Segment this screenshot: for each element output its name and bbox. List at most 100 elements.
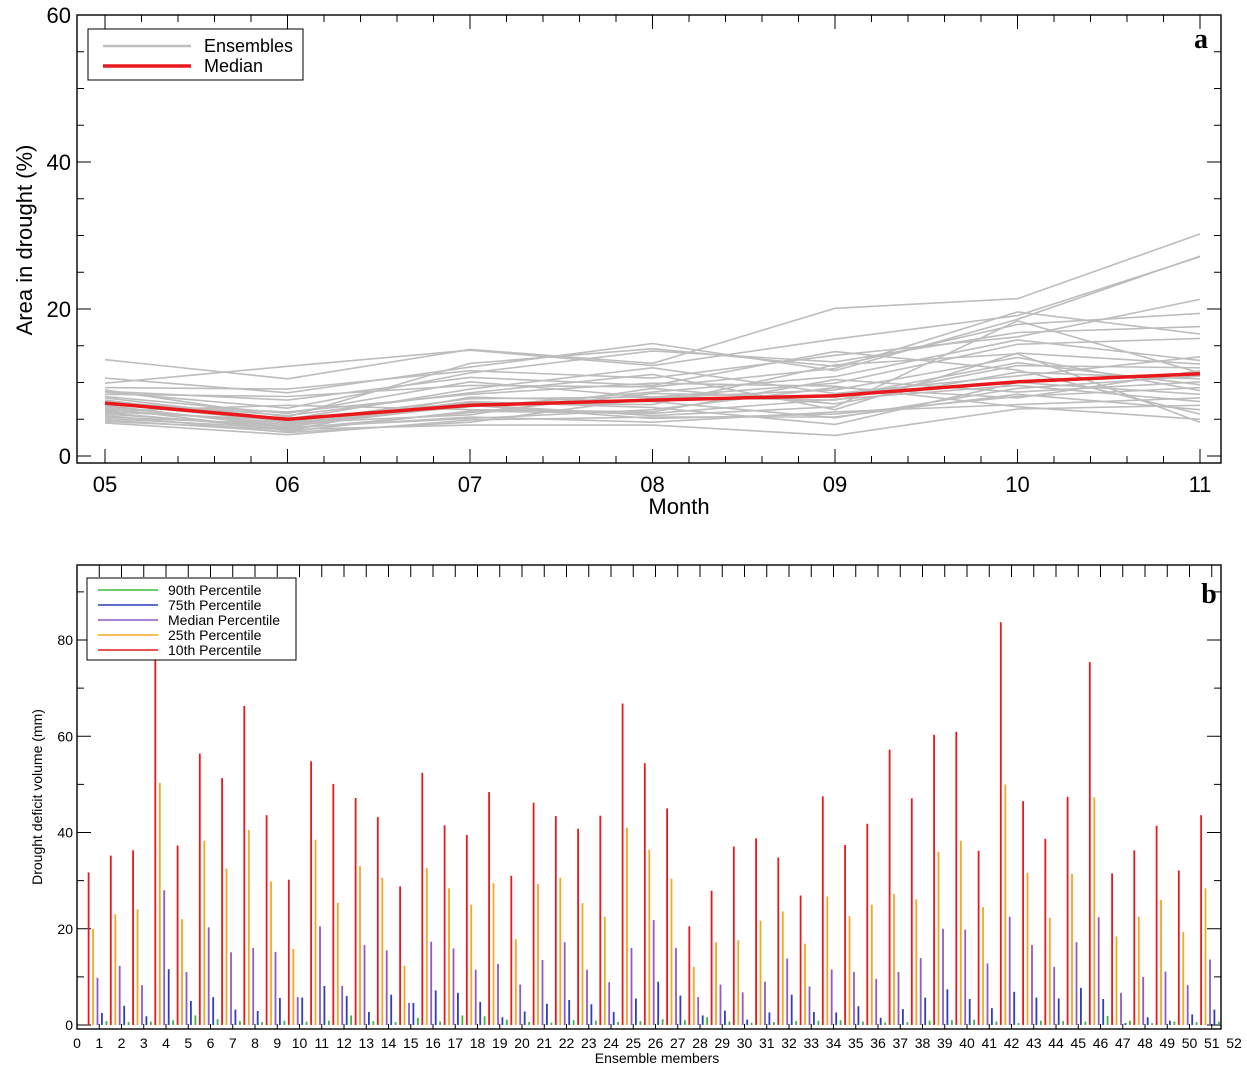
- bar-90th-member-23: [595, 1020, 597, 1025]
- ensemble-line-22: [104, 397, 1201, 429]
- bar-75th-member-17: [457, 992, 459, 1025]
- panel-letter-a: a: [1194, 24, 1208, 55]
- bar-25th-member-4: [158, 782, 161, 1025]
- bar-90th-member-25: [639, 1021, 642, 1025]
- bar-90th-member-12: [350, 1015, 352, 1025]
- bar-10th-member-3: [132, 850, 134, 1025]
- bar-90th-member-34: [839, 1020, 842, 1025]
- bar-10th-member-2: [109, 855, 112, 1025]
- bar-90th-member-24: [617, 1022, 619, 1025]
- x-tick-label: 41: [981, 1035, 997, 1051]
- bar-10th-member-31: [755, 838, 757, 1025]
- bar-75th-member-31: [768, 1012, 771, 1025]
- bar-10th-member-21: [532, 802, 535, 1025]
- ensemble-line-5: [104, 312, 1201, 418]
- bar-median-member-16: [430, 941, 433, 1025]
- x-tick-label: 10: [292, 1035, 308, 1051]
- bar-90th-member-26: [661, 1019, 664, 1025]
- bar-25th-member-25: [626, 827, 628, 1025]
- bar-25th-member-49: [1160, 899, 1162, 1025]
- ensemble-line-26: [104, 350, 1201, 415]
- x-tick-label: 12: [336, 1035, 352, 1051]
- x-tick-label: 6: [207, 1035, 215, 1051]
- x-axis-label: Month: [648, 494, 709, 519]
- x-tick-label: 49: [1159, 1035, 1175, 1051]
- bar-75th-member-15: [412, 1002, 415, 1025]
- bar-25th-member-28: [692, 966, 695, 1025]
- bar-90th-member-37: [906, 1022, 909, 1025]
- bar-10th-member-48: [1133, 850, 1136, 1025]
- y-tick-label: 0: [59, 444, 71, 469]
- x-tick-label: 51: [1204, 1035, 1220, 1051]
- ensemble-line-1: [104, 233, 1201, 380]
- x-tick-label: 31: [759, 1035, 775, 1051]
- bar-90th-member-40: [973, 1019, 975, 1025]
- bar-10th-member-9: [265, 815, 268, 1025]
- bar-median-member-22: [563, 942, 566, 1025]
- bar-10th-member-34: [821, 796, 824, 1025]
- bar-25th-member-37: [893, 894, 895, 1025]
- bar-10th-member-14: [376, 817, 379, 1025]
- x-tick-label: 36: [870, 1035, 886, 1051]
- y-tick-label: 60: [47, 3, 71, 28]
- bar-median-member-26: [652, 920, 655, 1025]
- x-tick-label: 24: [603, 1035, 619, 1051]
- bar-25th-member-43: [1026, 872, 1029, 1025]
- bar-75th-member-18: [479, 1001, 482, 1025]
- bar-median-member-9: [274, 951, 277, 1025]
- ensemble-line-4: [104, 298, 1201, 390]
- x-tick-label: 05: [93, 472, 117, 497]
- bar-median-member-19: [497, 963, 499, 1025]
- bar-median-member-3: [141, 985, 143, 1025]
- bar-90th-member-32: [795, 1021, 797, 1025]
- bar-10th-member-29: [710, 890, 713, 1025]
- bar-25th-member-48: [1137, 916, 1140, 1025]
- x-tick-label: 26: [648, 1035, 664, 1051]
- bar-10th-member-5: [176, 845, 179, 1025]
- bar-25th-member-40: [959, 840, 962, 1025]
- bar-25th-member-1: [92, 928, 94, 1026]
- bar-75th-member-50: [1191, 1014, 1194, 1025]
- bar-median-member-47: [1120, 992, 1122, 1025]
- bar-median-member-6: [207, 927, 210, 1025]
- x-tick-label: 39: [937, 1035, 953, 1051]
- bar-10th-member-49: [1155, 825, 1158, 1025]
- bar-10th-member-50: [1177, 870, 1180, 1025]
- bar-median-member-46: [1097, 917, 1100, 1025]
- bar-10th-member-10: [287, 879, 290, 1025]
- x-tick-label: 10: [1005, 472, 1029, 497]
- y-tick-label: 40: [57, 825, 73, 841]
- x-tick-label: 20: [514, 1035, 530, 1051]
- bar-75th-member-38: [924, 997, 927, 1025]
- bar-90th-member-48: [1151, 1023, 1153, 1025]
- bar-median-member-24: [608, 982, 611, 1025]
- bar-75th-member-2: [123, 1005, 126, 1026]
- bar-25th-member-14: [381, 877, 384, 1025]
- bar-25th-member-27: [670, 878, 673, 1025]
- bar-90th-member-39: [951, 1020, 953, 1025]
- bar-10th-member-28: [688, 926, 691, 1025]
- bar-75th-member-19: [501, 1017, 504, 1025]
- bar-median-member-7: [230, 952, 232, 1025]
- bar-10th-member-19: [488, 792, 490, 1025]
- bar-median-member-34: [830, 969, 833, 1025]
- bar-25th-member-18: [470, 904, 473, 1025]
- bar-75th-member-4: [167, 969, 170, 1025]
- bar-90th-member-20: [528, 1022, 530, 1025]
- bar-10th-member-40: [955, 731, 958, 1025]
- bar-median-member-15: [408, 1002, 410, 1025]
- legend-box: [86, 577, 297, 661]
- x-tick-label: 08: [640, 472, 664, 497]
- legend-label-3: Median Percentile: [168, 612, 280, 628]
- bar-median-member-1: [96, 977, 99, 1025]
- bar-median-member-25: [630, 948, 633, 1025]
- bar-75th-member-36: [879, 1017, 882, 1025]
- ensemble-line-2: [104, 255, 1201, 394]
- bar-10th-member-26: [643, 763, 646, 1025]
- x-tick-label: 1: [95, 1035, 103, 1051]
- x-tick-label: 5: [184, 1035, 192, 1051]
- x-tick-label: 0: [73, 1035, 81, 1051]
- bar-90th-member-49: [1173, 1021, 1176, 1025]
